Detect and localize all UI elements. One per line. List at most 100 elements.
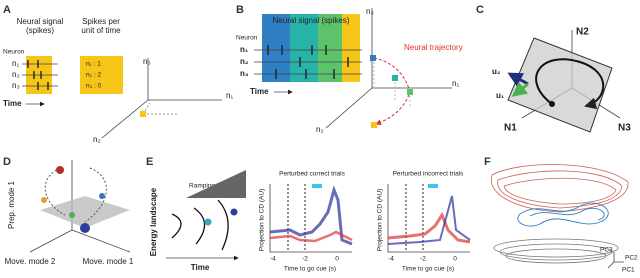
label: Spikes per — [82, 17, 120, 26]
label: B — [236, 4, 244, 16]
label: n₁ — [226, 91, 233, 100]
shape — [325, 8, 452, 129]
shape — [186, 170, 246, 198]
shape — [41, 197, 47, 203]
label: Energy landscape — [149, 187, 158, 256]
label: D — [3, 156, 11, 168]
shape — [230, 208, 238, 216]
shape — [370, 55, 376, 61]
shape — [428, 184, 438, 188]
label: C — [476, 4, 484, 16]
shape — [493, 238, 619, 258]
label: n₃ — [12, 81, 20, 90]
label: n₁ — [240, 45, 249, 54]
shape — [56, 166, 64, 174]
label: unit of time — [81, 26, 121, 35]
panel-d: D Prep. mode 1 Move. mode 2 Move. mode 2… — [3, 156, 134, 266]
shape — [499, 243, 613, 261]
shape — [40, 196, 130, 228]
label: n₃ — [366, 7, 374, 16]
shape — [517, 202, 609, 227]
label: E — [146, 156, 153, 168]
label: Perturbed correct trials — [279, 171, 345, 178]
panel-c: C u₂ u₁ N2 N1 N3 — [476, 4, 631, 134]
label: Neural signal — [17, 17, 64, 26]
shape — [511, 81, 529, 97]
label: u₂ — [492, 67, 501, 76]
shape — [204, 218, 212, 226]
label: u₁ — [496, 91, 505, 100]
shape — [101, 58, 222, 139]
label: PC3 — [600, 247, 613, 254]
label: -2 — [420, 256, 426, 263]
label: Time to go cue (s) — [402, 266, 454, 273]
shape — [607, 252, 624, 269]
shape — [142, 102, 178, 115]
shape — [267, 45, 349, 79]
shape — [318, 14, 342, 82]
label: -2 — [302, 256, 308, 263]
label: n₃ — [143, 57, 151, 66]
shape — [529, 208, 605, 221]
shape — [507, 37, 613, 133]
shape — [27, 60, 49, 90]
label: F — [484, 156, 491, 168]
shape — [69, 212, 75, 218]
shape — [80, 56, 123, 94]
shape — [99, 193, 105, 199]
label: Time — [3, 99, 22, 108]
shape — [549, 101, 555, 107]
shape — [387, 184, 470, 253]
shape — [269, 230, 353, 243]
label: N1 — [504, 123, 517, 134]
shape — [503, 177, 617, 205]
label: Time to go cue (s) — [284, 266, 336, 273]
shape — [373, 58, 411, 108]
label: n₂ — [12, 70, 20, 79]
label: Time — [191, 263, 210, 272]
label: Perturbed incorrect trials — [393, 171, 465, 178]
label: Projection to CD (AU) — [377, 189, 384, 252]
shape — [392, 75, 398, 81]
shape — [44, 167, 107, 223]
shape — [387, 195, 471, 245]
label: -4 — [270, 256, 276, 263]
label: Move. mode 1 — [83, 257, 134, 266]
label: Neural signal (spikes) — [273, 16, 350, 25]
shape — [254, 49, 362, 75]
label: Neuron — [3, 49, 25, 56]
shape — [405, 184, 424, 252]
shape — [387, 211, 471, 244]
label: n₁ : 1 — [86, 61, 101, 68]
shape — [371, 122, 377, 128]
label: n₃ — [240, 69, 249, 78]
label: N2 — [576, 27, 589, 38]
label: n₂ — [240, 57, 249, 66]
label: 0 — [335, 256, 339, 263]
label: n₂ — [93, 135, 101, 144]
label: Time — [250, 87, 269, 96]
label: N3 — [618, 123, 631, 134]
shape — [140, 111, 146, 117]
panel-f: F PC3 PC2 PC1 — [484, 156, 638, 274]
group — [493, 238, 619, 264]
group — [517, 202, 609, 227]
shape — [287, 184, 306, 252]
label: PC1 — [622, 267, 635, 274]
label: Move. mode 2 — [5, 257, 56, 266]
label: Prep. mode 1 — [7, 180, 16, 229]
label: n₃ : 0 — [86, 83, 102, 90]
label: 0 — [453, 256, 457, 263]
label: Ramping input — [189, 183, 231, 190]
shape — [171, 199, 229, 251]
shape — [80, 223, 90, 233]
shape — [342, 14, 360, 82]
panel-e: E Ramping input Energy landscape Time Pe… — [146, 156, 471, 273]
shape — [505, 248, 607, 264]
shape — [490, 164, 629, 213]
label: n₂ : 2 — [86, 72, 102, 79]
shape — [312, 184, 322, 188]
label: (spikes) — [26, 26, 54, 35]
shape — [535, 58, 605, 110]
